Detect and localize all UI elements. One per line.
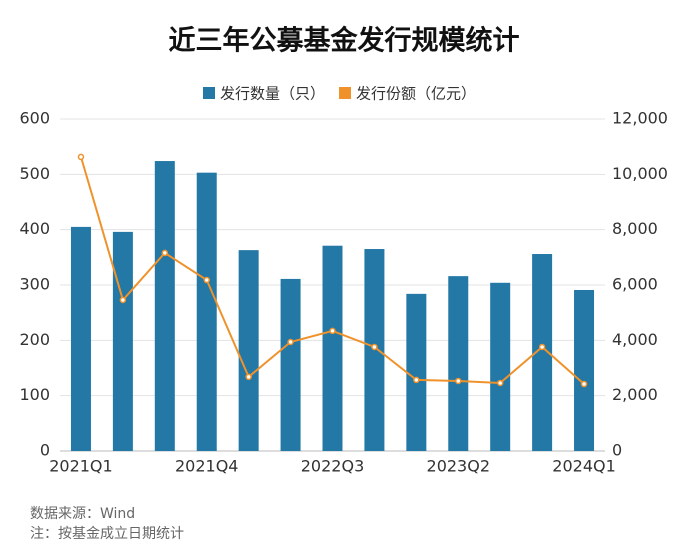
legend-swatch [203, 87, 215, 99]
bar [448, 276, 469, 451]
legend-swatch [339, 87, 352, 99]
footnote: 注：按基金成立日期统计 [30, 525, 184, 542]
y2-tick-label: 8,000 [612, 219, 658, 238]
bar [280, 278, 301, 451]
bar [154, 161, 175, 451]
line-marker [245, 373, 252, 381]
line-marker [538, 343, 546, 351]
line-marker [161, 249, 169, 257]
bar [112, 231, 133, 451]
y-tick-label: 500 [19, 164, 50, 183]
y-tick-label: 300 [19, 275, 50, 294]
y2-tick-label: 0 [612, 441, 622, 460]
y2-tick-label: 2,000 [612, 385, 658, 404]
y2-tick-label: 6,000 [612, 275, 658, 294]
y-tick-label: 0 [40, 441, 50, 460]
line-marker [580, 380, 588, 388]
bar [70, 226, 91, 451]
legend-label: 发行数量（只） [220, 85, 325, 103]
bar [238, 250, 259, 451]
y2-tick-label: 10,000 [612, 164, 668, 183]
bar [532, 254, 553, 451]
x-tick-label: 2021Q1 [49, 457, 113, 476]
legend-label: 发行份额（亿元） [356, 85, 476, 103]
source-note: 数据来源：Wind [30, 506, 135, 522]
x-tick-label: 2022Q3 [301, 457, 365, 476]
line-marker [371, 343, 378, 351]
x-tick-label: 2021Q4 [175, 457, 239, 476]
bar [196, 172, 217, 451]
line-marker [413, 376, 420, 384]
y-tick-label: 400 [19, 219, 50, 238]
line-marker [203, 276, 210, 284]
x-tick-label: 2023Q2 [427, 457, 491, 476]
line-marker [119, 296, 127, 304]
line-marker [287, 338, 294, 346]
chart-title: 近三年公募基金发行规模统计 [169, 25, 520, 57]
y-tick-label: 600 [19, 109, 50, 128]
bar [490, 282, 511, 451]
y2-tick-label: 4,000 [612, 330, 658, 349]
y-tick-label: 100 [19, 385, 50, 404]
bar [574, 289, 595, 451]
y2-tick-label: 12,000 [612, 109, 668, 128]
line-marker [329, 327, 336, 335]
line-marker [496, 379, 504, 387]
bar [322, 245, 343, 451]
line-marker [455, 377, 462, 385]
bar [406, 293, 427, 451]
x-tick-label: 2024Q1 [552, 457, 616, 476]
line-marker [77, 153, 85, 161]
y-tick-label: 200 [19, 330, 50, 349]
